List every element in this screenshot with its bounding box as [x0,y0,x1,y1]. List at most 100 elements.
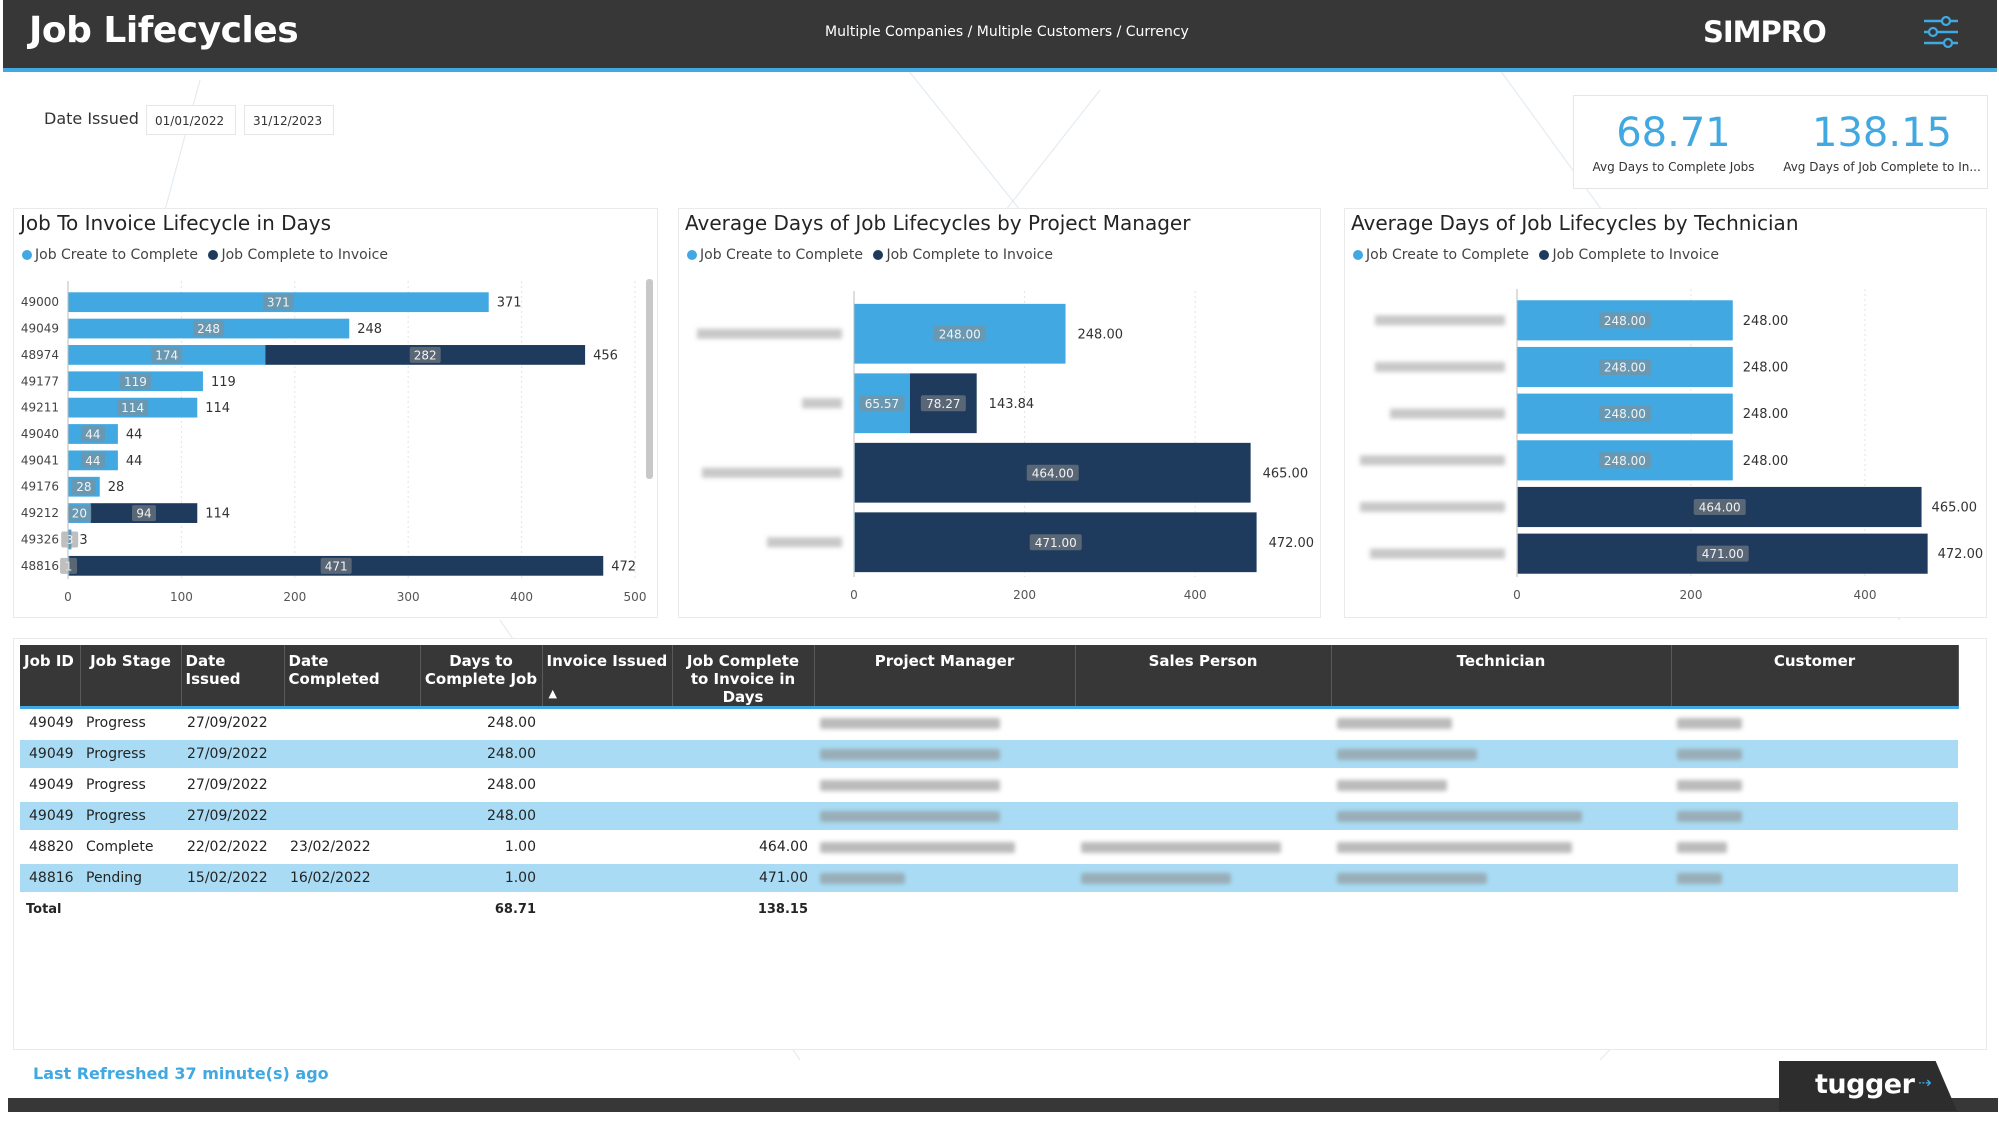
table-row[interactable]: 48816 Pending 15/02/2022 16/02/2022 1.00 471.… [20,862,1958,895]
x-tick-label: 0 [1513,588,1521,602]
kpi-card: 68.71 Avg Days to Complete Jobs 138.15 A… [1573,95,1988,189]
sort-ascending-icon[interactable]: ▲ [548,687,557,700]
x-tick-label: 400 [1184,588,1207,602]
bar-value-label: 28 [76,480,91,494]
bar-value-label-bg [60,557,78,574]
redacted-category-label [1360,455,1505,466]
bar-value-label: 471.00 [1035,536,1077,550]
col-header-complete-to-invoice[interactable]: Job Complete to Invoice in Days [672,645,815,709]
cell-sales-person [1075,738,1331,771]
date-issued-label: Date Issued [44,109,139,128]
end-date-input[interactable]: 31/12/2023 [244,105,334,135]
redacted-name [1337,717,1452,729]
cell-project-manager [814,707,1075,740]
empty-cell [1331,892,1671,924]
table-row[interactable]: 49049 Progress 27/09/2022 248.00 [20,738,1958,771]
bar-value-label: 248 [197,322,220,336]
bar-total-label: 371 [497,296,522,311]
bar-total-label: 248.00 [1743,407,1789,422]
cell-days: 1.00 [420,831,542,864]
kpi-value: 68.71 [1616,110,1731,156]
col-header-customer[interactable]: Customer [1671,645,1959,709]
chart-title: Average Days of Job Lifecycles by Projec… [685,211,1191,235]
cell-to-invoice [672,769,814,802]
table-row[interactable]: 49049 Progress 27/09/2022 248.00 [20,769,1958,802]
col-header-job-stage[interactable]: Job Stage [80,645,182,709]
col-header-days-to-complete[interactable]: Days to Complete Job [420,645,543,709]
bar-value-label: 78.27 [926,397,960,411]
redacted-category-label [697,328,842,339]
legend-dot-icon [208,250,219,260]
bar-value-label-bg [119,373,151,390]
chart-title: Average Days of Job Lifecycles by Techni… [1351,211,1799,235]
bar-value-label: 248.00 [1604,361,1646,375]
cell-technician [1331,738,1671,771]
x-tick-label: 200 [1680,588,1703,602]
category-label: 49049 [21,322,59,336]
category-label: 49211 [21,401,59,415]
bar-value-label-bg [1693,499,1746,515]
cell-invoice [542,862,672,895]
redacted-category-label [1360,502,1505,512]
bar-value-label: 464.00 [1699,501,1741,515]
table-row[interactable]: 48820 Complete 22/02/2022 23/02/2022 1.00 464… [20,831,1958,864]
bar-value-label-bg [1598,312,1651,329]
cell-technician [1331,800,1671,833]
bar-value-label-bg [859,395,905,412]
redacted-name [820,872,905,884]
col-header-job-id[interactable]: Job ID [20,645,81,709]
redacted-name [1337,872,1487,884]
col-header-sales-person[interactable]: Sales Person [1075,645,1332,709]
jobs-table: Job ID Job Stage Date Issued Date Comple… [20,645,1959,924]
redacted-name [1677,748,1742,760]
redacted-name [820,841,1015,853]
cell-stage: Complete [80,831,181,864]
cell-job-id: 48820 [20,831,80,864]
bar-value-label-bg [193,320,225,337]
col-header-technician[interactable]: Technician [1331,645,1672,709]
kpi-value: 138.15 [1812,112,1952,156]
category-label: 49041 [21,453,59,467]
bar-value-label: 119 [124,375,147,389]
bar-total-label: 472.00 [1269,536,1315,551]
redacted-name [1081,841,1281,853]
legend-dot-icon [687,250,697,260]
cell-project-manager [814,800,1075,833]
col-header-date-completed[interactable]: Date Completed [284,645,421,709]
col-header-project-manager[interactable]: Project Manager [814,645,1076,709]
cell-completed: 23/02/2022 [284,831,420,864]
cell-job-id: 49049 [20,800,80,833]
sliders-icon[interactable] [1921,14,1961,50]
logo-text: tugger [1815,1069,1915,1100]
x-tick-label: 0 [64,590,72,604]
chart-scrollbar[interactable] [646,279,653,479]
bar-value-label: 471 [325,559,348,573]
bar-value-label: 471.00 [1702,547,1744,561]
bar-total-label: 248.00 [1743,454,1789,469]
x-tick-label: 100 [170,590,193,604]
table-row[interactable]: 49049 Progress 27/09/2022 248.00 [20,800,1958,833]
category-label: 49212 [21,506,59,520]
bar-value-label: 371 [267,296,290,310]
bar-value-label: 20 [72,507,87,521]
bar-value-label-bg [61,531,79,548]
redacted-category-label [802,398,842,409]
redacted-name [1081,872,1231,884]
legend-dot-icon [1539,250,1550,260]
bar-value-label: 248.00 [1604,454,1646,468]
chart-legend: Job Create to Complete Job Complete to I… [22,247,394,263]
cell-days: 1.00 [420,862,542,895]
col-header-label: Invoice Issued [546,652,668,670]
legend-dot-icon [1353,250,1363,260]
chart-plot: 0 100 200 300 400 500 49000 371 371 49049 248 248 48… [21,281,646,604]
cell-to-invoice [672,707,814,740]
redacted-category-label [702,467,842,478]
col-header-invoice-issued[interactable]: Invoice Issued ▲ [542,645,673,709]
start-date-input[interactable]: 01/01/2022 [146,105,236,135]
table-row[interactable]: 49049 Progress 27/09/2022 248.00 [20,707,1958,740]
kpi-label: Avg Days to Complete Jobs [1592,160,1755,174]
chart-plot: 0 200 400 248.00 248.00 248.00 248.00 248.00 248… [1360,289,1983,602]
redacted-name [820,717,1000,729]
bar-total-label: 3 [79,533,87,548]
col-header-date-issued[interactable]: Date Issued [181,645,285,709]
